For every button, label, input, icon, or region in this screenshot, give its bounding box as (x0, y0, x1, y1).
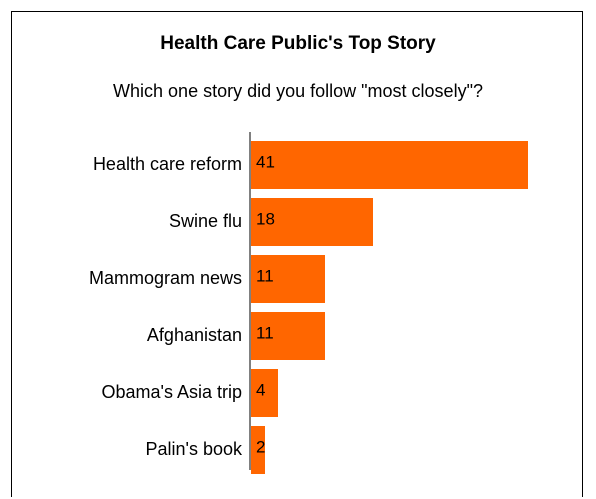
bar-health-care-reform (251, 141, 528, 189)
category-label-afghanistan: Afghanistan (147, 325, 242, 345)
value-label-mammogram-news: 11 (256, 266, 274, 285)
bar-mammogram-news (251, 255, 325, 303)
bar-afghanistan (251, 312, 325, 360)
category-label-palin-s-book: Palin's book (146, 439, 243, 459)
chart-title: Health Care Public's Top Story (160, 33, 436, 54)
value-labels-group: 41 18 11 11 4 2 (256, 152, 275, 456)
chart-subtitle: Which one story did you follow "most clo… (113, 81, 483, 101)
category-label-health-care-reform: Health care reform (93, 154, 242, 174)
category-labels-group: Health care reform Swine flu Mammogram new… (89, 154, 243, 459)
value-label-health-care-reform: 41 (256, 152, 275, 171)
value-label-swine-flu: 18 (256, 209, 275, 228)
value-label-obama-s-asia-trip: 4 (256, 380, 265, 399)
category-label-mammogram-news: Mammogram news (89, 268, 242, 288)
value-label-palin-s-book: 2 (256, 437, 265, 456)
category-label-obama-s-asia-trip: Obama's Asia trip (102, 382, 243, 402)
category-label-swine-flu: Swine flu (169, 211, 242, 231)
chart-frame (11, 11, 583, 497)
bar-palin-s-book (251, 426, 265, 474)
value-label-afghanistan: 11 (256, 323, 274, 342)
bar-obama-s-asia-trip (251, 369, 278, 417)
bars-group (251, 141, 528, 474)
bar-swine-flu (251, 198, 373, 246)
